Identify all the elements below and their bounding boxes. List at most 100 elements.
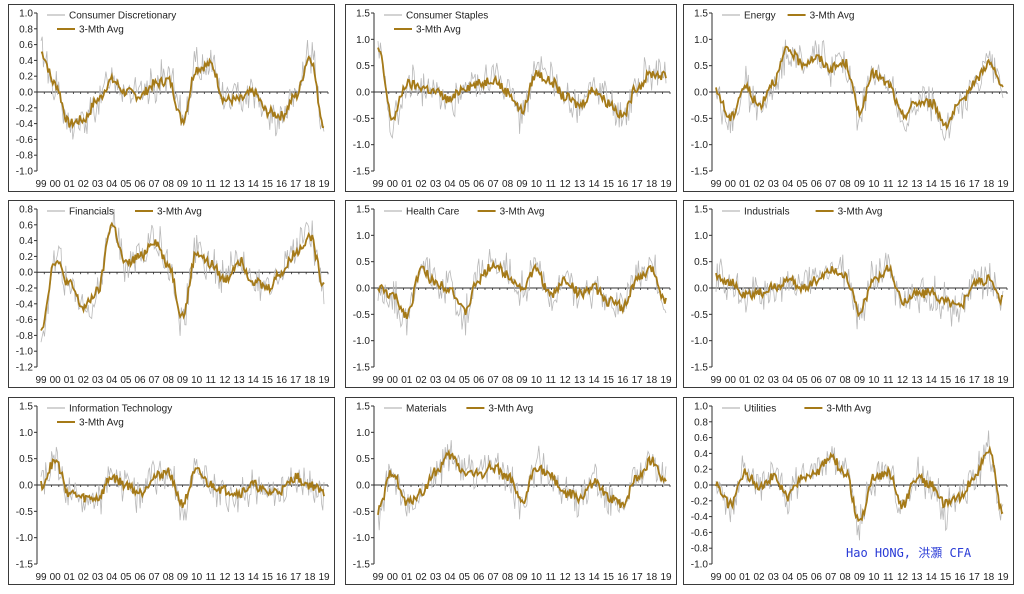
y-tick-label: 1.0 <box>694 402 708 413</box>
y-tick-label: -0.2 <box>16 284 34 295</box>
y-tick-label: -0.8 <box>16 151 34 162</box>
y-tick-label: -0.8 <box>16 331 34 342</box>
y-tick-label: -0.5 <box>353 507 371 518</box>
x-tick-label: 02 <box>78 572 90 583</box>
chart-consumer-discretionary: 1.0 0.8 0.6 0.4 0.2 0.0 -0.2 -0.4 -0.6 -0.8 -1.0 99… <box>8 4 335 192</box>
chart-svg: 1.5 1.0 0.5 0.0 -0.5 -1.0 -1.599 00 01 02 03 04 05 06… <box>16 402 330 584</box>
x-tick-label: 18 <box>304 572 316 583</box>
x-tick-label: 14 <box>588 179 600 190</box>
x-tick-label: 10 <box>191 179 203 190</box>
y-tick-label: 0.0 <box>694 88 708 99</box>
x-tick-label: 17 <box>632 572 644 583</box>
y-tick-label: -0.4 <box>16 299 34 310</box>
x-tick-label: 99 <box>35 179 47 190</box>
legend-label-3-mth-avg: 3-Mth Avg <box>416 25 461 36</box>
x-tick-label: 07 <box>488 375 500 386</box>
legend-label-utilities: Utilities <box>744 404 776 415</box>
x-tick-label: 17 <box>969 572 981 583</box>
x-tick-label: 13 <box>574 179 586 190</box>
x-tick-label: 12 <box>560 375 572 386</box>
x-tick-label: 11 <box>883 375 894 386</box>
legend-label-materials: Materials <box>406 404 447 415</box>
x-tick-label: 13 <box>234 572 246 583</box>
x-tick-label: 16 <box>276 179 288 190</box>
y-tick-label: -0.6 <box>691 528 709 539</box>
x-tick-label: 18 <box>983 375 995 386</box>
x-tick-label: 08 <box>163 375 175 386</box>
x-tick-label: 03 <box>768 375 780 386</box>
legend-label-health-care: Health Care <box>406 207 460 218</box>
x-tick-label: 07 <box>825 179 837 190</box>
x-tick-label: 15 <box>603 572 615 583</box>
x-tick-label: 17 <box>969 179 981 190</box>
author-watermark: Hao HONG, 洪灝 CFA <box>846 546 972 560</box>
legend-label-3-mth-avg: 3-Mth Avg <box>79 25 124 36</box>
x-tick-label: 15 <box>262 179 274 190</box>
y-tick-label: 0.5 <box>356 454 370 465</box>
x-tick-label: 12 <box>897 572 909 583</box>
x-tick-label: 18 <box>983 179 995 190</box>
x-tick-label: 14 <box>926 179 938 190</box>
x-tick-label: 06 <box>473 375 485 386</box>
x-tick-label: 15 <box>603 375 615 386</box>
y-tick-label: -0.2 <box>691 496 709 507</box>
x-tick-label: 10 <box>191 375 203 386</box>
x-tick-label: 18 <box>646 179 658 190</box>
x-tick-label: 15 <box>940 375 952 386</box>
x-tick-label: 00 <box>725 179 737 190</box>
y-tick-label: 0.2 <box>694 465 708 476</box>
x-tick-label: 04 <box>106 375 118 386</box>
x-tick-label: 03 <box>92 572 104 583</box>
x-tick-label: 07 <box>149 572 161 583</box>
x-tick-label: 13 <box>574 572 586 583</box>
x-tick-label: 02 <box>416 179 428 190</box>
y-tick-label: 0.8 <box>19 205 33 216</box>
chart-svg: 1.5 1.0 0.5 0.0 -0.5 -1.0 -1.599 00 01 02 03 04 05 06… <box>353 9 672 191</box>
x-tick-label: 01 <box>64 572 76 583</box>
x-tick-label: 03 <box>430 375 442 386</box>
x-tick-label: 19 <box>660 572 672 583</box>
x-tick-label: 12 <box>219 179 231 190</box>
y-tick-label: -1.2 <box>16 363 34 374</box>
legend-label-consumer-discretionary: Consumer Discretionary <box>69 11 176 22</box>
series-line-3-mth-avg <box>40 221 325 331</box>
chart-health-care: 1.5 1.0 0.5 0.0 -0.5 -1.0 -1.5 99 00 01 02 03 04 05 06… <box>345 200 677 388</box>
y-tick-label: 1.0 <box>19 428 33 439</box>
x-tick-label: 05 <box>459 179 471 190</box>
x-tick-label: 09 <box>854 179 866 190</box>
x-tick-label: 09 <box>177 572 189 583</box>
x-tick-label: 04 <box>782 179 794 190</box>
x-tick-label: 08 <box>502 375 514 386</box>
x-tick-label: 07 <box>149 375 161 386</box>
y-tick-label: -1.5 <box>691 167 709 178</box>
x-tick-label: 07 <box>825 572 837 583</box>
y-tick-label: -1.0 <box>691 336 709 347</box>
x-tick-label: 19 <box>318 375 330 386</box>
x-tick-label: 03 <box>768 572 780 583</box>
x-tick-label: 01 <box>401 572 413 583</box>
x-tick-label: 19 <box>318 179 330 190</box>
x-tick-label: 15 <box>940 572 952 583</box>
x-tick-label: 03 <box>92 179 104 190</box>
x-tick-label: 12 <box>219 572 231 583</box>
x-tick-label: 08 <box>840 572 852 583</box>
y-tick-label: 1.0 <box>694 231 708 242</box>
y-tick-label: 0.5 <box>356 257 370 268</box>
legend-label-3-mth-avg: 3-Mth Avg <box>157 207 202 218</box>
y-tick-label: -1.0 <box>691 560 709 571</box>
x-tick-label: 00 <box>50 375 62 386</box>
y-tick-label: 0.6 <box>694 433 708 444</box>
x-tick-label: 09 <box>516 572 528 583</box>
y-tick-label: 0.6 <box>19 220 33 231</box>
y-tick-label: 1.5 <box>356 402 370 413</box>
x-tick-label: 03 <box>430 179 442 190</box>
x-tick-label: 15 <box>262 375 274 386</box>
x-tick-label: 01 <box>401 179 413 190</box>
x-tick-label: 00 <box>50 179 62 190</box>
chart-information-technology: 1.5 1.0 0.5 0.0 -0.5 -1.0 -1.5 99 00 01 02 03 04 05 06… <box>8 397 335 585</box>
series-line-3-mth-avg <box>715 45 1004 131</box>
x-tick-label: 17 <box>969 375 981 386</box>
x-tick-label: 14 <box>588 375 600 386</box>
x-tick-label: 15 <box>603 179 615 190</box>
